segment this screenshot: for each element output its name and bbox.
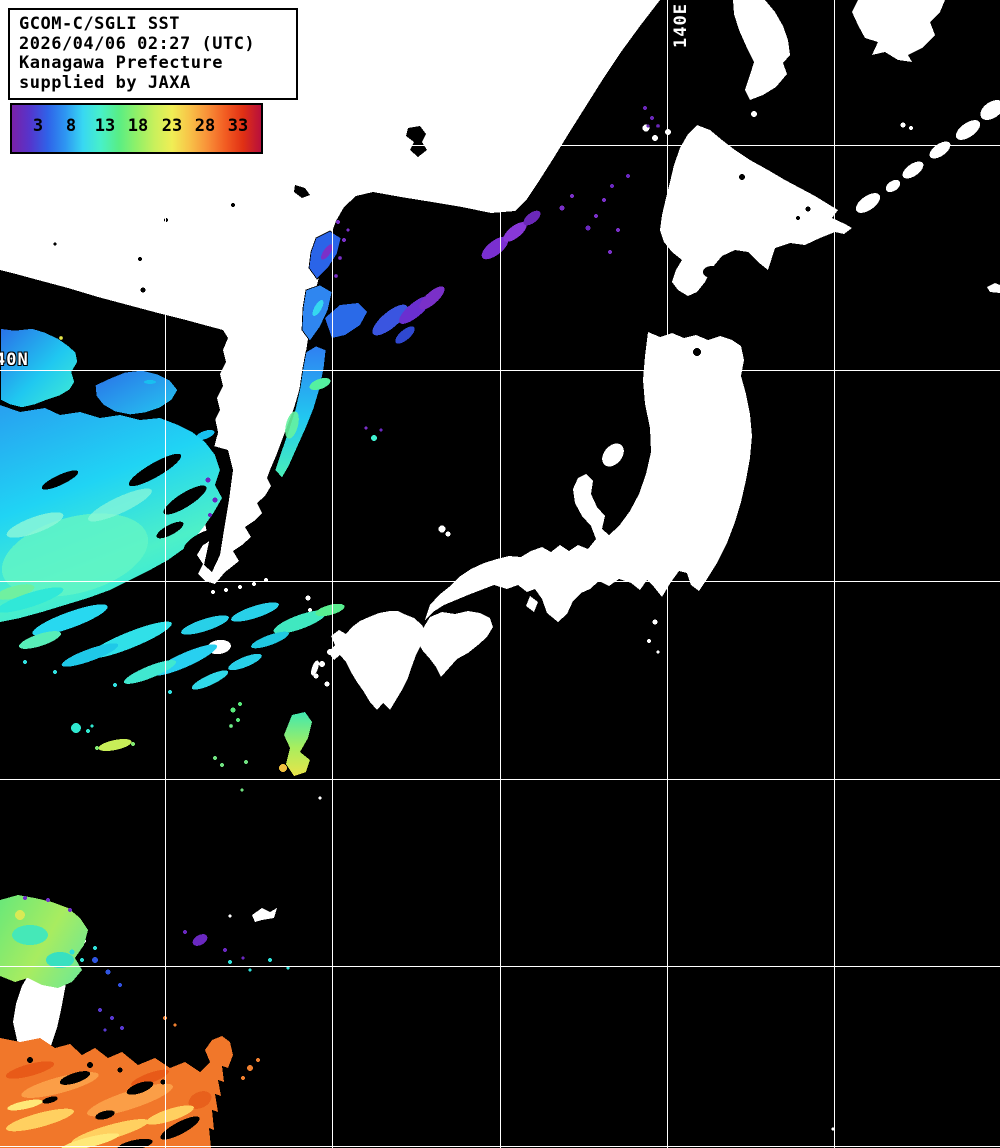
landmass-hokkaido xyxy=(660,125,852,296)
landmass-honshu xyxy=(425,332,752,622)
mutsu-bay xyxy=(693,348,701,356)
cloud-ne-of-taiwan xyxy=(252,908,277,922)
goto-islands xyxy=(327,649,333,655)
region-name: Kanagawa Prefecture xyxy=(19,53,223,73)
landmass-shikoku xyxy=(417,611,493,677)
korea-south-coast-islets xyxy=(211,578,312,612)
sst-korea-strait-streaks xyxy=(181,602,345,671)
izu-island-dots xyxy=(647,619,660,654)
island-sado xyxy=(602,443,624,467)
island-rebun xyxy=(652,135,658,141)
island-awaji xyxy=(526,596,538,612)
sst-violet-specks-coast xyxy=(334,220,350,278)
colorbar-tick: 18 xyxy=(127,116,149,136)
credit-line: supplied by JAXA xyxy=(19,72,191,93)
colorbar-tick: 8 xyxy=(65,116,77,136)
landmass-sakhalin xyxy=(733,0,790,100)
sst-ecs-green-blob xyxy=(0,895,290,1032)
colorbar-tick: 33 xyxy=(227,116,249,136)
colorbar-tick: 13 xyxy=(94,116,116,136)
sst-sea-of-japan-patches xyxy=(325,106,660,441)
sst-korea-east-band xyxy=(274,345,327,479)
landmass-kyushu xyxy=(328,611,426,710)
sst-south-of-kyushu xyxy=(71,702,312,792)
island-oki xyxy=(438,525,446,533)
colorbar-tick: 28 xyxy=(194,116,216,136)
uchiura-bay xyxy=(703,266,721,278)
product-title: GCOM-C/SGLI SST xyxy=(19,14,181,34)
info-box: GCOM-C/SGLI SST 2026/04/06 02:27 (UTC) K… xyxy=(8,8,298,100)
sst-bohai-blob xyxy=(0,327,79,409)
island-iki xyxy=(324,681,330,687)
colorbar-tick: 23 xyxy=(161,116,183,136)
sst-data-layer xyxy=(0,106,660,1148)
latitude-label-40n: 40N xyxy=(0,350,29,370)
colorbar-tick: 3 xyxy=(32,116,44,136)
yellow-sea-cloud-streaks xyxy=(41,453,216,551)
longitude-label-140e: 140E xyxy=(671,3,691,48)
cloud-right-edge xyxy=(987,283,1000,293)
observation-datetime: 2026/04/06 02:27 (UTC) xyxy=(19,33,256,54)
temperature-colorbar: 3 8 13 18 23 28 33 xyxy=(10,103,263,154)
island-tsushima xyxy=(311,660,319,676)
sst-ecs-streaks xyxy=(0,584,229,694)
cloud-okhotsk xyxy=(852,0,945,62)
sst-bohai-patch2 xyxy=(94,369,179,416)
